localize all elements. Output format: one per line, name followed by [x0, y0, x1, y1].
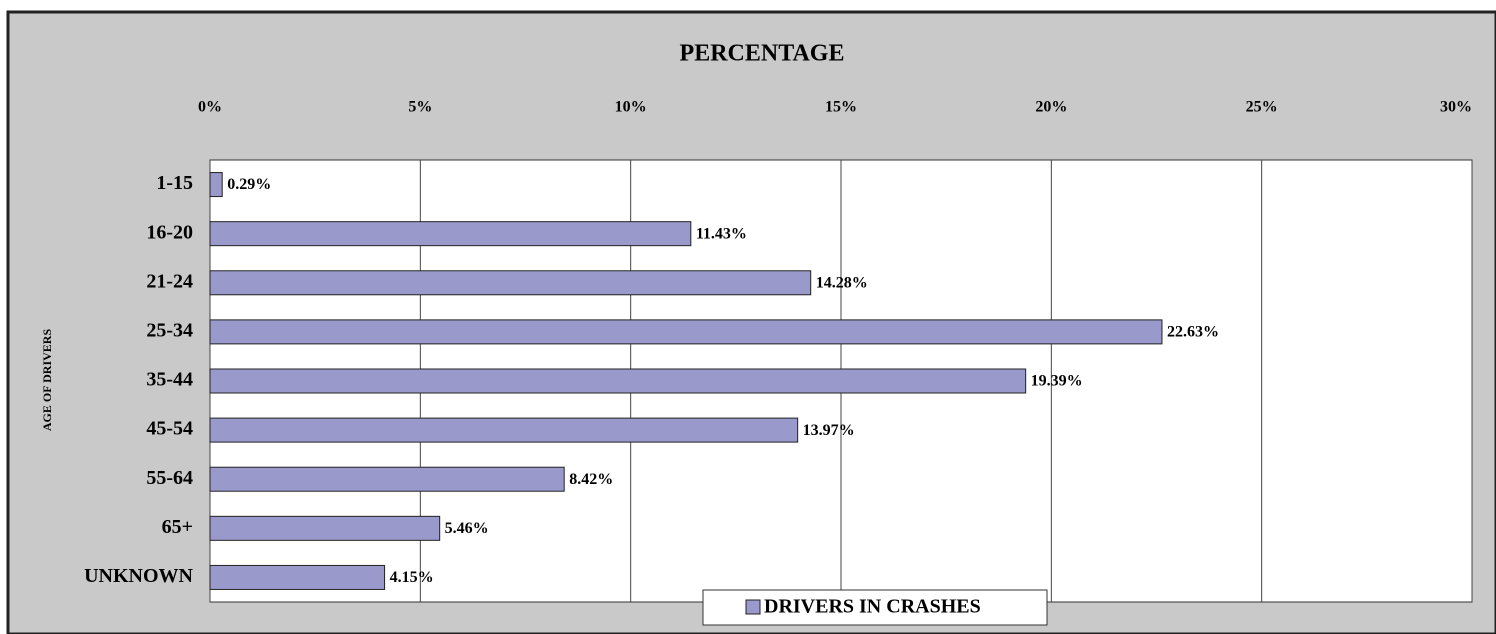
y-tick-label: 16-20	[146, 221, 193, 243]
y-tick-label: 65+	[162, 516, 193, 538]
data-label: 22.63%	[1167, 324, 1219, 341]
legend-label: DRIVERS IN CRASHES	[764, 596, 981, 618]
y-tick-label: 25-34	[146, 319, 193, 341]
bar	[209, 466, 565, 492]
y-axis-label: AGE OF DRIVERS	[40, 329, 54, 432]
data-label: 14.28%	[816, 274, 868, 291]
bar	[209, 319, 1163, 345]
data-label: 0.29%	[227, 176, 271, 193]
bar	[209, 564, 386, 590]
data-label: 8.42%	[569, 471, 613, 488]
x-tick-label: 0%	[198, 99, 222, 116]
bar	[209, 417, 799, 443]
bar	[209, 368, 1027, 394]
bar	[209, 515, 441, 541]
data-label: 4.15%	[390, 569, 434, 586]
data-label: 5.46%	[445, 520, 489, 537]
y-tick-label: 55-64	[146, 467, 193, 489]
x-tick-label: 30%	[1440, 99, 1472, 116]
y-tick-label: 21-24	[146, 270, 193, 292]
x-tick-label: 5%	[408, 99, 432, 116]
data-label: 13.97%	[803, 422, 855, 439]
bar	[209, 221, 692, 247]
legend-swatch	[745, 599, 761, 615]
x-tick-label: 15%	[825, 99, 857, 116]
data-label: 19.39%	[1031, 373, 1083, 390]
bar	[209, 270, 812, 296]
x-tick-label: 20%	[1035, 99, 1067, 116]
y-tick-label: 45-54	[146, 418, 193, 440]
x-tick-label: 10%	[615, 99, 647, 116]
y-tick-label: 35-44	[146, 369, 193, 391]
x-tick-label: 25%	[1246, 99, 1278, 116]
data-label: 11.43%	[696, 225, 747, 242]
chart-title: PERCENTAGE	[680, 41, 845, 67]
y-tick-label: UNKNOWN	[84, 565, 193, 587]
y-tick-label: 1-15	[156, 172, 193, 194]
bar	[209, 172, 223, 198]
